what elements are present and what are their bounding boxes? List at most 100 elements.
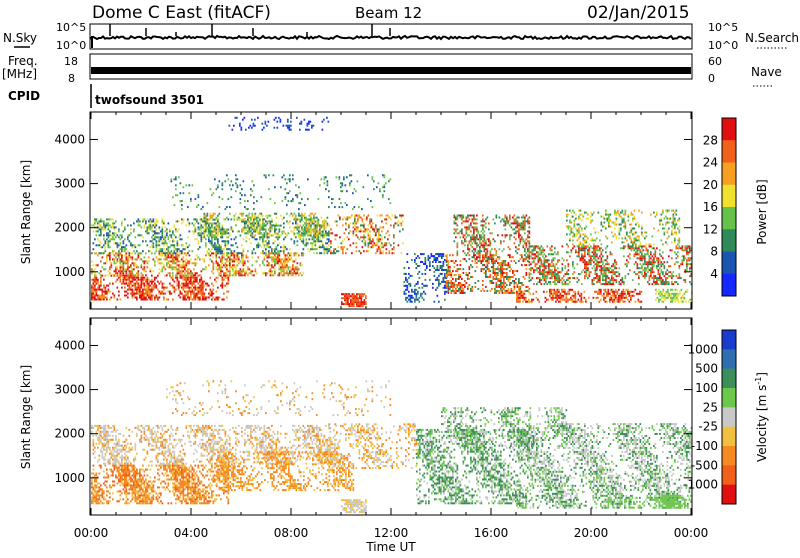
data-cell [566,283,568,285]
data-cell [105,224,107,226]
data-cell [265,240,267,242]
data-cell [136,289,138,291]
data-cell [451,260,453,262]
data-cell [497,234,499,236]
data-cell [264,256,266,258]
data-cell [127,236,129,238]
data-cell [503,220,505,222]
data-cell [225,258,227,260]
data-cell [566,259,568,261]
data-cell [565,273,567,275]
data-cell [358,299,360,301]
data-cell [154,224,156,226]
data-cell [618,301,620,303]
data-cell [186,254,188,256]
data-cell [193,230,195,232]
data-cell [487,244,489,246]
data-cell [114,260,116,262]
data-cell [255,227,257,229]
data-cell [114,222,116,224]
data-cell [172,277,174,279]
data-cell [458,232,460,234]
data-cell [202,293,204,295]
data-cell [261,236,263,238]
data-cell [171,252,173,254]
data-cell [515,250,517,252]
data-cell [619,273,621,275]
data-cell [497,272,499,274]
data-cell [558,289,560,291]
data-cell [550,271,552,273]
data-cell [162,262,164,264]
data-cell [192,272,194,274]
data-cell [150,285,152,287]
data-cell [166,299,168,301]
data-cell [365,230,367,232]
data-cell [235,224,237,226]
data-cell [551,275,553,277]
data-cell [175,289,177,291]
data-cell [214,242,216,244]
data-cell [523,215,525,217]
data-cell [108,222,110,224]
data-cell [356,222,358,224]
data-cell [434,259,436,261]
data-cell [213,289,215,291]
data-cell [545,301,547,303]
data-cell [199,234,201,236]
data-cell [551,291,553,293]
data-cell [521,293,523,295]
data-cell [607,275,609,277]
data-cell [255,213,257,215]
data-cell [630,299,632,301]
data-cell [256,225,258,227]
data-cell [114,297,116,299]
data-cell [145,299,147,301]
data-cell [141,287,143,289]
data-cell [217,264,219,266]
data-cell [214,227,216,229]
data-cell [232,266,234,268]
data-cell [93,242,95,244]
data-cell [363,222,365,224]
data-cell [274,252,276,254]
data-cell [463,215,465,217]
data-cell [518,282,520,284]
data-cell [283,252,285,254]
data-cell [144,283,146,285]
data-cell [106,258,108,260]
data-cell [464,258,466,260]
data-cell [605,297,607,299]
data-cell [557,251,559,253]
data-cell [557,253,559,255]
data-cell [524,250,526,252]
data-cell [163,242,165,244]
data-cell [511,292,513,294]
data-cell [204,219,206,221]
data-cell [252,222,254,224]
data-cell [487,290,489,292]
data-cell [500,284,502,286]
data-cell [552,289,554,291]
data-cell [626,297,628,299]
data-cell [539,269,541,271]
data-cell [273,252,275,254]
data-cell [138,272,140,274]
data-cell [614,265,616,267]
data-cell [479,242,481,244]
data-cell [279,260,281,262]
data-cell [437,259,439,261]
data-cell [274,268,276,270]
data-cell [213,272,215,274]
data-cell [211,293,213,295]
data-cell [211,215,213,217]
data-cell [189,224,191,226]
data-cell [475,270,477,272]
data-cell [500,240,502,242]
data-cell [294,260,296,262]
data-cell [156,228,158,230]
data-cell [505,292,507,294]
data-cell [467,217,469,219]
data-cell [273,260,275,262]
data-cell [484,256,486,258]
